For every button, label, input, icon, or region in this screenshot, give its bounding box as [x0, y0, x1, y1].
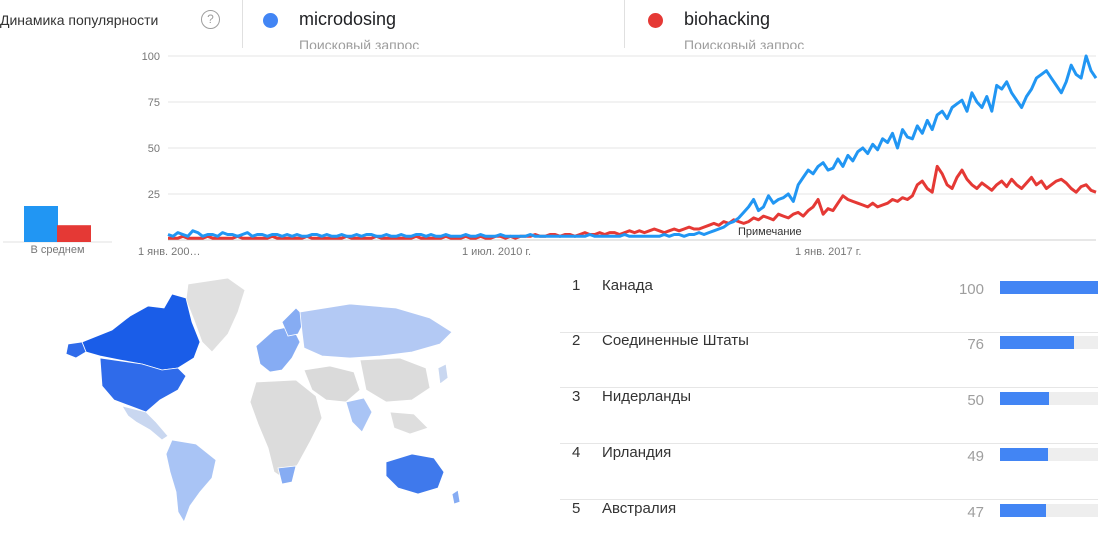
value-bar [1000, 448, 1049, 461]
map-region[interactable] [299, 303, 453, 359]
region-value: 49 [967, 448, 984, 465]
map-region[interactable] [81, 293, 201, 371]
map-region[interactable] [451, 489, 461, 505]
map-region[interactable] [389, 411, 429, 435]
region-name: Австралия [602, 500, 677, 517]
series-line-microdosing[interactable] [167, 54, 1098, 238]
rank-number: 1 [572, 277, 581, 294]
region-name: Ирландия [602, 444, 672, 461]
series-dot-icon [263, 13, 278, 28]
ranking-row[interactable]: 4 Ирландия 49 [560, 444, 1098, 500]
rank-number: 3 [572, 388, 581, 405]
value-bar-track [1000, 336, 1098, 349]
map-region[interactable] [185, 277, 246, 353]
chart-annotation[interactable]: Примечание [738, 226, 802, 238]
rank-number: 2 [572, 332, 581, 349]
page-title: Динамика популярности [0, 12, 159, 28]
map-region[interactable] [345, 397, 373, 433]
value-bar [1000, 336, 1075, 349]
region-name: Нидерланды [602, 388, 692, 405]
trend-chart[interactable]: 100 75 50 25 Примечание 1 янв. 200… 1 июл. … [130, 48, 1098, 263]
map-region[interactable] [303, 365, 361, 403]
region-value: 47 [967, 504, 984, 521]
rank-number: 4 [572, 444, 581, 461]
divider [242, 0, 243, 48]
header: Динамика популярности ? microdosing Поис… [0, 0, 1098, 54]
average-bars [3, 206, 112, 243]
average-bar[interactable] [24, 206, 58, 242]
map-region[interactable] [99, 357, 187, 413]
region-value: 76 [967, 336, 984, 353]
value-bar-track [1000, 281, 1098, 294]
term-name: microdosing [299, 9, 397, 29]
value-bar [1000, 504, 1047, 517]
y-tick-label: 25 [148, 189, 160, 201]
ranking-row[interactable]: 1 Канада 100 [560, 277, 1098, 333]
map-region[interactable] [65, 341, 87, 359]
value-bar-track [1000, 448, 1098, 461]
region-value: 100 [958, 281, 984, 298]
average-bar[interactable] [57, 225, 91, 242]
ranking-row[interactable]: 3 Нидерланды 50 [560, 388, 1098, 444]
series-line-biohacking[interactable] [168, 164, 1097, 240]
series-dot-icon [648, 13, 663, 28]
map-region[interactable] [121, 405, 169, 441]
average-label: В среднем [30, 244, 85, 256]
value-bar-track [1000, 392, 1098, 405]
value-bar-track [1000, 504, 1098, 517]
region-name: Соединенные Штаты [602, 332, 749, 349]
ranking-row[interactable]: 5 Австралия 47 [560, 500, 1098, 555]
value-bar [1000, 392, 1049, 405]
ranking-row[interactable]: 2 Соединенные Штаты 76 [560, 332, 1098, 388]
map-region[interactable] [385, 453, 445, 495]
term-subtitle: Поисковый запрос [684, 37, 805, 49]
map-region[interactable] [255, 325, 301, 373]
region-name: Канада [602, 277, 653, 294]
y-tick-label: 75 [148, 97, 160, 109]
map-region[interactable] [165, 439, 217, 523]
help-icon[interactable]: ? [201, 10, 220, 29]
region-value: 50 [967, 392, 984, 409]
term-subtitle: Поисковый запрос [299, 37, 420, 49]
term-name: biohacking [684, 9, 771, 29]
map-region[interactable] [437, 363, 449, 385]
x-tick-label: 1 июл. 2010 г. [462, 246, 531, 258]
x-tick-label: 1 янв. 200… [138, 246, 201, 258]
map-region[interactable] [277, 465, 297, 485]
map-region[interactable] [249, 379, 323, 481]
y-tick-label: 50 [148, 143, 160, 155]
rank-number: 5 [572, 500, 581, 517]
map-region[interactable] [359, 357, 431, 403]
world-map[interactable] [60, 272, 480, 524]
divider [624, 0, 625, 48]
x-tick-label: 1 янв. 2017 г. [795, 246, 861, 258]
value-bar [1000, 281, 1098, 294]
y-tick-label: 100 [142, 51, 160, 63]
